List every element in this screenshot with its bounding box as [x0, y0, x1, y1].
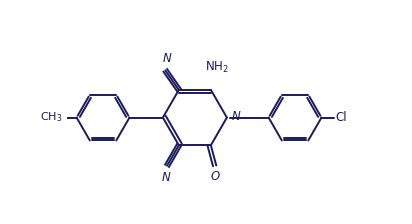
Text: O: O [210, 170, 220, 183]
Text: N: N [161, 171, 170, 184]
Text: NH$_2$: NH$_2$ [204, 59, 228, 75]
Text: N: N [231, 110, 240, 123]
Text: Cl: Cl [335, 111, 347, 124]
Text: CH$_3$: CH$_3$ [40, 111, 63, 125]
Text: N: N [162, 52, 171, 65]
